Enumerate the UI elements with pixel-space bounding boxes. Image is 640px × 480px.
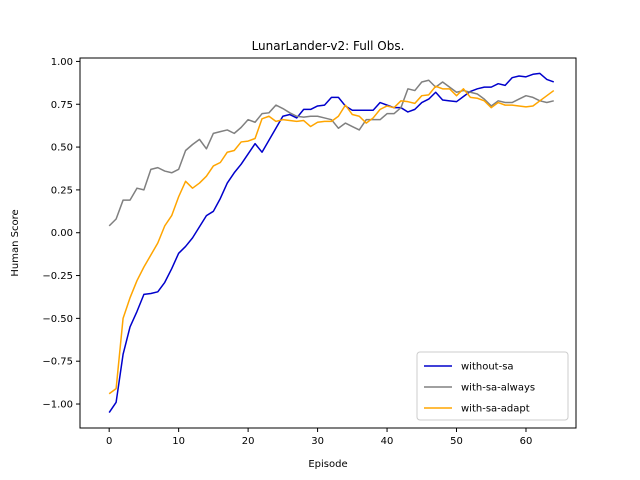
x-tick-label: 20 [242, 436, 255, 447]
y-tick-label: −1.00 [42, 400, 73, 411]
x-tick-label: 30 [311, 436, 324, 447]
x-axis-label: Episode [308, 459, 347, 470]
legend-items: without-sa with-sa-always with-sa-adapt [424, 362, 535, 415]
series-line-without-sa [108, 72, 555, 413]
series-line-with-sa-always [108, 79, 554, 227]
x-tick-label: 60 [520, 436, 533, 447]
x-tick-label: 0 [106, 436, 112, 447]
y-tick-label: −0.75 [42, 357, 73, 368]
x-tick-label: 40 [381, 436, 394, 447]
chart-title: LunarLander-v2: Full Obs. [252, 39, 405, 53]
y-axis-label: Human Score [10, 209, 21, 276]
y-axis-ticks: −1.00 −0.75 −0.50 −0.25 0.00 0.25 0.50 0.75 1.00 [42, 57, 80, 411]
y-tick-label: 0.75 [51, 100, 73, 111]
legend: without-sa with-sa-always with-sa-adapt [416, 351, 569, 421]
legend-label-with-sa-always: with-sa-always [461, 383, 535, 394]
series-layer [108, 72, 555, 413]
plot-frame [79, 57, 577, 429]
x-tick-label: 50 [450, 436, 463, 447]
y-tick-label: 0.25 [51, 185, 73, 196]
legend-box [416, 351, 569, 421]
y-tick-label: 0.50 [51, 143, 73, 154]
series-line-with-sa-adapt [108, 85, 555, 395]
y-tick-label: 0.00 [51, 228, 73, 239]
legend-label-without-sa: without-sa [461, 362, 514, 373]
y-tick-label: 1.00 [51, 57, 73, 68]
x-tick-label: 10 [172, 436, 185, 447]
y-tick-label: −0.50 [42, 314, 73, 325]
x-axis-ticks: 0 10 20 30 40 50 60 [106, 428, 532, 447]
legend-label-with-sa-adapt: with-sa-adapt [461, 404, 530, 415]
y-tick-label: −0.25 [42, 271, 73, 282]
